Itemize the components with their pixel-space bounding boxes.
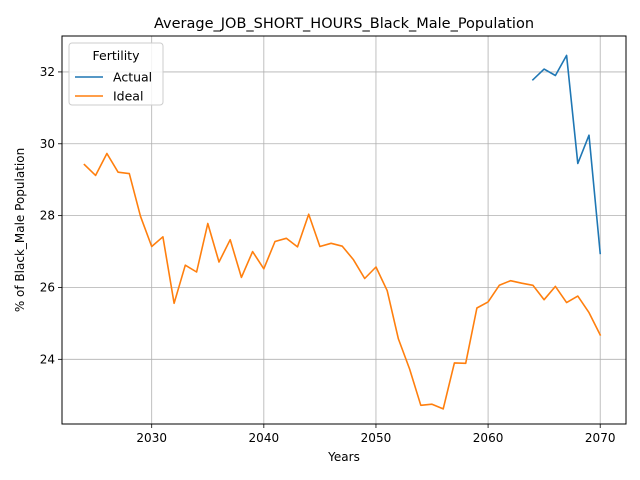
legend-label-ideal: Ideal [113, 89, 143, 104]
x-tick-label: 2040 [249, 431, 280, 445]
x-tick-label: 2050 [361, 431, 392, 445]
y-tick-label: 24 [40, 352, 55, 366]
x-tick-label: 2030 [136, 431, 167, 445]
series-line-ideal [83, 152, 602, 410]
y-axis-ticks: 24 26 28 30 32 [40, 65, 62, 366]
legend-label-actual: Actual [113, 70, 152, 85]
y-axis-label: % of Black_Male Population [13, 148, 27, 312]
x-axis-label: Years [327, 450, 360, 464]
y-tick-label: 32 [40, 65, 55, 79]
x-tick-label: 2060 [473, 431, 504, 445]
legend-box [68, 42, 164, 106]
legend: Fertility Actual Ideal [68, 42, 164, 106]
series-line-actual [531, 54, 602, 255]
x-axis-ticks: 2030 2040 2050 2060 2070 [136, 424, 615, 445]
y-tick-label: 28 [40, 209, 55, 223]
legend-title: Fertility [93, 48, 141, 63]
legend-items: Actual Ideal [75, 70, 152, 104]
y-tick-label: 30 [40, 137, 55, 151]
chart-title: Average_JOB_SHORT_HOURS_Black_Male_Popul… [154, 16, 534, 32]
x-tick-label: 2070 [585, 431, 616, 445]
series-layer [83, 54, 602, 410]
y-tick-label: 26 [40, 280, 55, 294]
plot-frame [61, 35, 627, 425]
grid-lines [62, 36, 626, 424]
